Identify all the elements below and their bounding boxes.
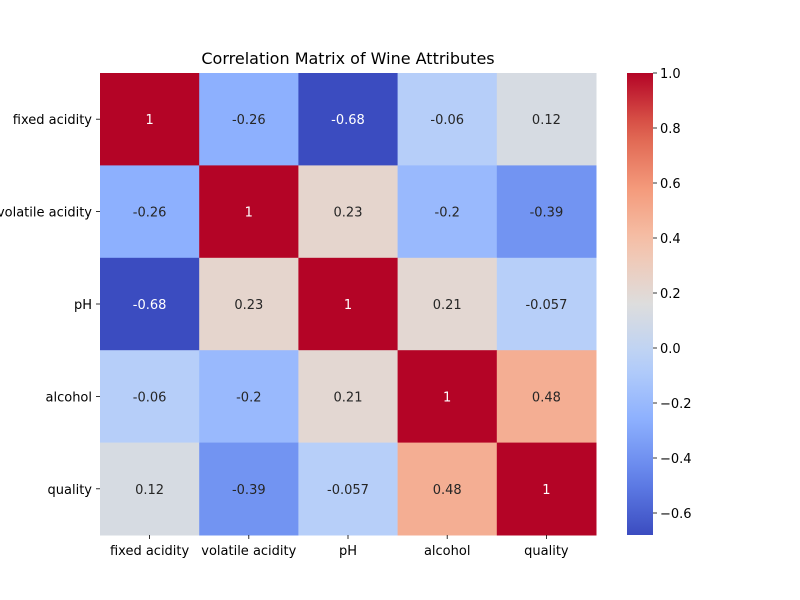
cell-annotation: -0.26 [133, 206, 167, 221]
cell-annotation: -0.057 [525, 298, 567, 313]
cell-annotation: 1 [344, 298, 352, 313]
heatmap-cell [199, 442, 299, 536]
colorbar-tick-label: 0.4 [660, 232, 681, 247]
colorbar-tick-label: 0.2 [660, 287, 681, 302]
heatmap-cell [199, 350, 299, 444]
heatmap-cell [100, 442, 200, 536]
y-tick-label: fixed acidity [13, 113, 93, 128]
heatmap-cell [496, 350, 597, 444]
cell-annotation: -0.68 [133, 298, 167, 313]
heatmap-cell [100, 350, 200, 444]
heatmap-cell [298, 73, 399, 166]
x-tick-label: alcohol [424, 544, 470, 559]
cell-annotation: 0.23 [234, 298, 263, 313]
x-tick-label: fixed acidity [110, 544, 190, 559]
heatmap-cell [298, 165, 399, 259]
heatmap-cell [496, 257, 597, 351]
heatmap-cell [397, 442, 498, 536]
heatmap-cell [397, 257, 498, 351]
heatmap-cell [397, 165, 498, 259]
row-labels: fixed acidity volatile acidity pH alcohol qu… [0, 113, 100, 498]
heatmap-cell [496, 165, 597, 259]
heatmap-cell [298, 442, 399, 536]
cell-annotation: -0.39 [530, 206, 564, 221]
cell-annotation: -0.06 [430, 113, 464, 128]
heatmap-cell [100, 73, 200, 166]
cell-annotation: -0.057 [327, 483, 369, 498]
cell-annotation: 0.48 [532, 390, 561, 405]
heatmap-cell [199, 257, 299, 351]
heatmap-cell [496, 73, 597, 166]
x-tick-label: pH [339, 544, 357, 559]
heatmap-cell [298, 350, 399, 444]
cell-annotation: 1 [245, 206, 253, 221]
cell-annotation: 0.12 [532, 113, 561, 128]
cell-annotation: 0.21 [433, 298, 462, 313]
cell-annotations: 1 -0.26 -0.68 -0.06 0.12 -0.26 1 0.23 -0.2 -0.39 -… [133, 113, 568, 498]
cell-annotation: 1 [443, 390, 451, 405]
heatmap-cell [496, 442, 597, 536]
colorbar-tick-label: 1.0 [660, 67, 681, 82]
colorbar [627, 73, 653, 535]
cell-annotation: -0.2 [435, 206, 460, 221]
colorbar-tick-label: 0.0 [660, 342, 681, 357]
x-tick-label: volatile acidity [201, 544, 296, 559]
colorbar-tick-label: −0.6 [660, 507, 692, 522]
colorbar-tick-label: 0.8 [660, 122, 681, 137]
column-labels: fixed acidity volatile acidity pH alcohol qu… [110, 535, 569, 559]
colorbar-ticks: 1.0 0.8 0.6 0.4 0.2 0.0 −0.2 −0.4 −0.6 [653, 67, 692, 522]
heatmap-cell [199, 73, 299, 166]
colorbar-tick-label: −0.2 [660, 397, 692, 412]
heatmap-cell [397, 73, 498, 166]
x-tick-label: quality [524, 544, 569, 559]
cell-annotation: 0.12 [135, 483, 164, 498]
y-tick-label: volatile acidity [0, 206, 92, 221]
heatmap-cell [298, 257, 399, 351]
heatmap-cell [100, 165, 200, 259]
colorbar-tick-label: −0.4 [660, 452, 692, 467]
cell-annotation: 0.48 [433, 483, 462, 498]
cell-annotation: 1 [145, 113, 153, 128]
colorbar-tick-label: 0.6 [660, 177, 681, 192]
heatmap-cell [199, 165, 299, 259]
cell-annotation: -0.2 [236, 390, 261, 405]
y-tick-label: pH [74, 298, 92, 313]
cell-annotation: -0.68 [331, 113, 365, 128]
cell-annotation: -0.26 [232, 113, 266, 128]
cell-annotation: 0.21 [334, 390, 363, 405]
cell-annotation: -0.06 [133, 390, 167, 405]
cell-annotation: 0.23 [334, 206, 363, 221]
cell-annotation: 1 [542, 483, 550, 498]
y-tick-label: alcohol [46, 390, 92, 405]
heatmap-cells [100, 73, 597, 536]
heatmap-cell [100, 257, 200, 351]
heatmap-cell [397, 350, 498, 444]
cell-annotation: -0.39 [232, 483, 266, 498]
y-tick-label: quality [48, 483, 93, 498]
chart-title: Correlation Matrix of Wine Attributes [201, 49, 494, 68]
